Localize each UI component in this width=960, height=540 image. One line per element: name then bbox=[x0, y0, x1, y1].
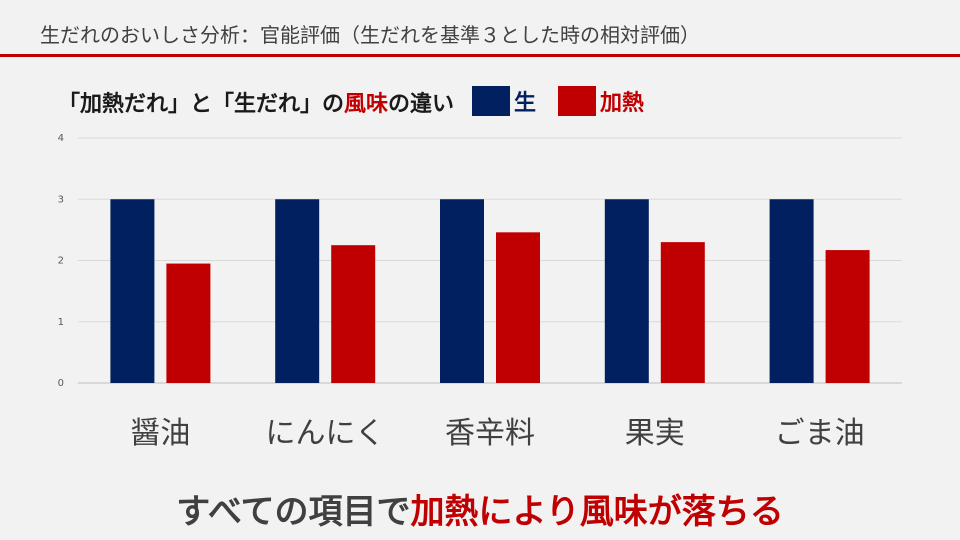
y-tick-label-2: 2 bbox=[58, 256, 64, 267]
conclusion-highlight: 加熱により風味が落ちる bbox=[410, 492, 784, 532]
legend-item-heated: 加熱 bbox=[558, 85, 644, 117]
legend-swatch-raw bbox=[472, 86, 510, 116]
bar-heated-0 bbox=[166, 263, 211, 383]
conclusion-text: すべての項目で加熱により風味が落ちる bbox=[0, 484, 960, 533]
x-tick-label-3: 果実 bbox=[625, 416, 685, 451]
y-tick-label-0: 0 bbox=[58, 378, 64, 389]
bar-heated-4 bbox=[825, 250, 870, 383]
bar-raw-4 bbox=[769, 199, 814, 383]
bar-heated-3 bbox=[660, 242, 705, 383]
slide-title: 生だれのおいしさ分析：官能評価（生だれを基準３とした時の相対評価） bbox=[40, 23, 700, 47]
legend-swatch-heated bbox=[558, 86, 597, 116]
conclusion-part1: すべての項目で bbox=[176, 492, 411, 532]
legend-label-raw: 生 bbox=[514, 91, 537, 116]
x-tick-label-0: 醤油 bbox=[130, 416, 190, 451]
x-tick-label-2: 香辛料 bbox=[445, 416, 535, 451]
legend-item-raw: 生 bbox=[472, 85, 536, 117]
bar-chart: 0 1 2 3 4 醤油 にんにく 香辛料 果実 ごま油 bbox=[58, 133, 902, 451]
bar-raw-1 bbox=[275, 199, 320, 383]
x-tick-label-4: ごま油 bbox=[775, 416, 865, 451]
chart-title-part1: 「加熱だれ」と「生だれ」の bbox=[58, 92, 345, 117]
y-tick-label-1: 1 bbox=[58, 317, 64, 328]
chart-title-highlight: 風味 bbox=[344, 92, 389, 117]
y-tick-label-4: 4 bbox=[58, 133, 64, 144]
chart-legend: 生 加熱 bbox=[472, 86, 666, 116]
bar-raw-2 bbox=[440, 199, 484, 383]
legend-label-heated: 加熱 bbox=[600, 91, 645, 116]
chart-title-part3: の違い bbox=[388, 92, 455, 117]
bar-raw-0 bbox=[110, 199, 155, 383]
bar-raw-3 bbox=[604, 199, 649, 383]
y-tick-label-3: 3 bbox=[58, 194, 64, 205]
bar-heated-1 bbox=[331, 245, 376, 383]
chart-title: 「加熱だれ」と「生だれ」の風味の違い bbox=[58, 86, 454, 118]
x-tick-label-1: にんにく bbox=[265, 416, 384, 451]
title-divider bbox=[0, 54, 960, 57]
bar-heated-2 bbox=[496, 232, 540, 383]
